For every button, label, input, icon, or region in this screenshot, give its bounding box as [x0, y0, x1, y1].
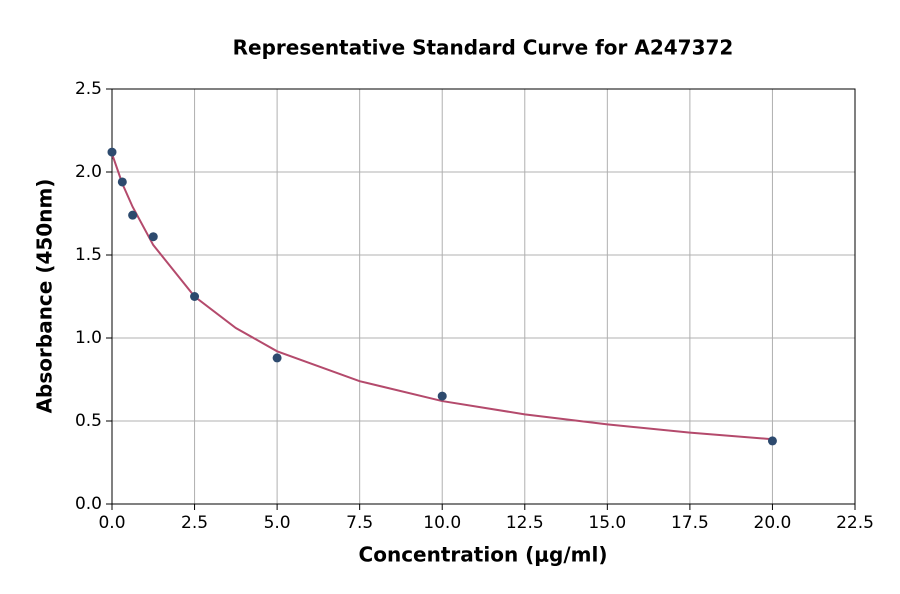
x-tick-label: 10.0 [423, 513, 461, 533]
x-tick-label: 5.0 [264, 513, 291, 533]
chart-title: Representative Standard Curve for A24737… [233, 36, 734, 60]
x-tick-label: 15.0 [588, 513, 626, 533]
y-axis-label: Absorbance (450nm) [33, 179, 57, 414]
x-tick-label: 22.5 [836, 513, 874, 533]
fit-curve [111, 153, 773, 441]
y-tick-label: 2.0 [75, 162, 102, 182]
data-point [437, 391, 447, 401]
y-tick-label: 0.0 [75, 494, 102, 514]
x-tick-label: 20.0 [754, 513, 792, 533]
x-axis-label: Concentration (μg/ml) [359, 543, 608, 567]
x-tick-label: 17.5 [671, 513, 709, 533]
data-point [272, 353, 282, 363]
y-tick-label: 2.5 [75, 79, 102, 99]
y-tick-label: 1.0 [75, 328, 102, 348]
data-point [767, 436, 777, 446]
data-point [117, 177, 127, 187]
y-tick-label: 1.5 [75, 245, 102, 265]
x-tick-label: 2.5 [181, 513, 208, 533]
data-point [128, 210, 138, 220]
x-tick-label: 12.5 [506, 513, 544, 533]
y-tick-label: 0.5 [75, 411, 102, 431]
data-point [148, 232, 158, 242]
plot-frame [111, 88, 856, 505]
x-tick-label: 7.5 [346, 513, 373, 533]
data-point [190, 292, 200, 301]
x-tick-label: 0.0 [98, 513, 125, 533]
data-point [107, 147, 117, 157]
